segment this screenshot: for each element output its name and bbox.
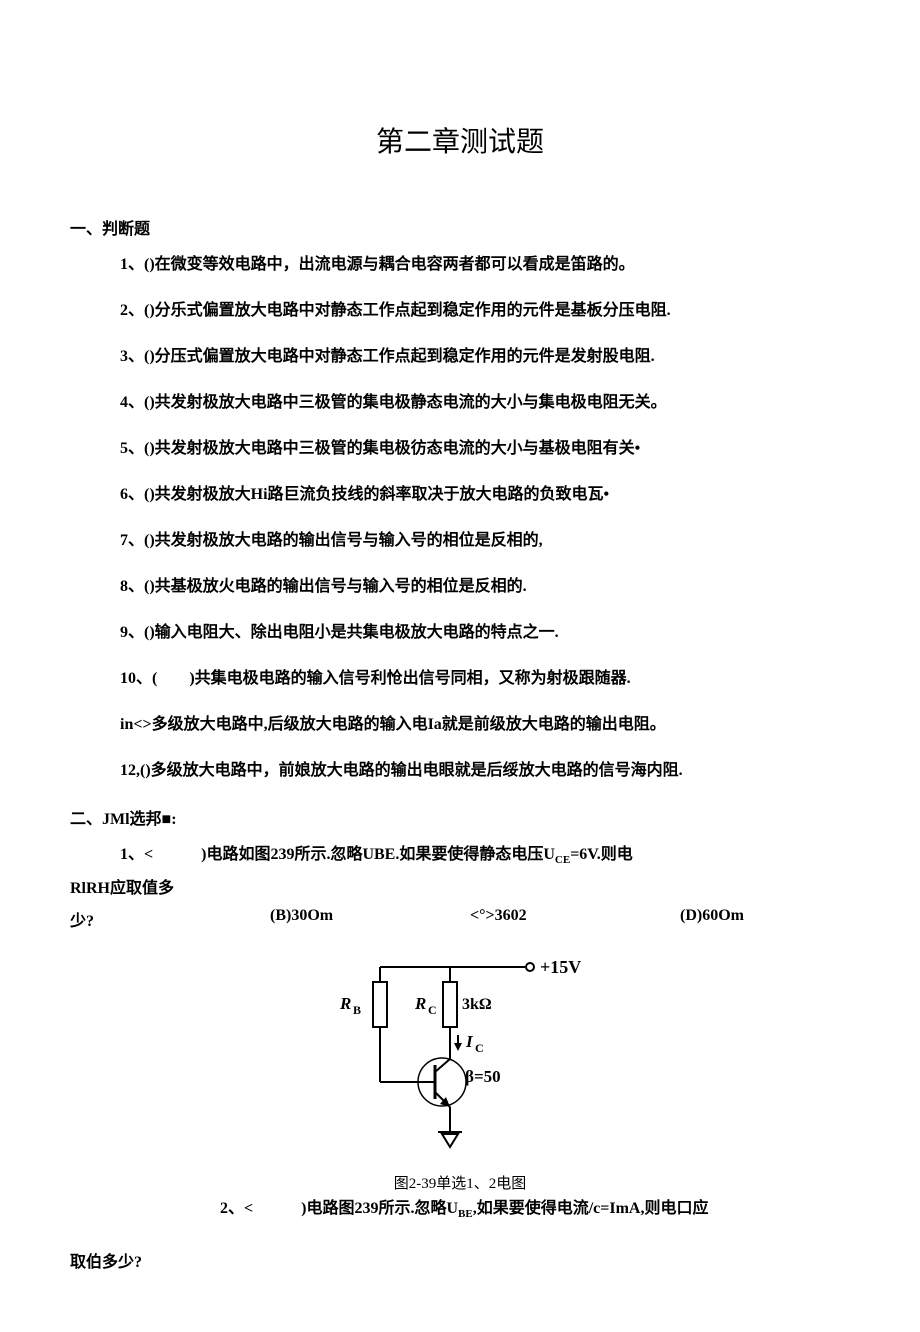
section2-header: 二、JMl选邦■: (70, 805, 850, 829)
option-b: (B)30Om (270, 907, 470, 937)
s1-item-8: 8、()共基极放火电路的输出信号与输入号的相位是反相的. (120, 575, 850, 599)
rb-label: R (339, 994, 351, 1013)
s1-item-5: 5、()共发射极放大电路中三极管的集电极彷态电流的大小与基极电阻有关• (120, 437, 850, 461)
s1-item-7: 7、()共发射极放大电路的输出信号与输入号的相位是反相的, (120, 529, 850, 553)
s2-q2-post: ,如果要使得电流/c=ImA,则电口应 (473, 1200, 709, 1217)
s2-q2-line2: 取伯多少? (70, 1248, 850, 1272)
s2-q2-sub1: BE (458, 1208, 473, 1220)
s1-item-1: 1、()在微变等效电路中，出流电源与耦合电容两者都可以看成是笛路的。 (120, 253, 850, 277)
circuit-diagram: +15V R B R C 3kΩ I C (70, 947, 850, 1162)
ic-sub: C (475, 1041, 484, 1055)
s1-item-4: 4、()共发射极放大电路中三极管的集电极静态电流的大小与集电极电阻无关。 (120, 391, 850, 415)
s2-q1-line3: 少? (70, 907, 270, 931)
page-title: 第二章测试题 (70, 120, 850, 160)
option-c: <°>3602 (470, 907, 680, 937)
s1-item-12: 12,()多级放大电路中，前娘放大电路的输出电眼就是后绥放大电路的信号海内阻. (120, 759, 850, 783)
section1-header: 一、判断题 (70, 215, 850, 239)
s2-q1-text1: 1、< )电路如图239所示.忽略UBE.如果要使得静态电压U (120, 846, 555, 863)
s2-q1-line1: 1、< )电路如图239所示.忽略UBE.如果要使得静态电压UCE=6V.则电 (120, 843, 850, 869)
ic-label: I (465, 1032, 474, 1051)
s2-q1-line2: RlRH应取值多 (70, 877, 850, 901)
circuit-svg: +15V R B R C 3kΩ I C (330, 947, 590, 1157)
s2-q2-pre: 2、< )电路图239所示.忽略U (220, 1200, 458, 1217)
rc-sub: C (428, 1003, 437, 1017)
s1-item-11: in<>多级放大电路中,后级放大电路的输入电Ia就是前级放大电路的输出电阻。 (120, 713, 850, 737)
rc-label: R (414, 994, 426, 1013)
s2-q1-options: 少? (B)30Om <°>3602 (D)60Om (70, 907, 850, 937)
s2-q1-sub1: CE (555, 854, 570, 866)
s1-item-3: 3、()分压式偏置放大电路中对静态工作点起到稳定作用的元件是发射股电阻. (120, 345, 850, 369)
beta-label: β=50 (465, 1067, 501, 1086)
s1-item-6: 6、()共发射极放大Hi路巨流负技线的斜率取决于放大电路的负致电瓦• (120, 483, 850, 507)
s1-item-9: 9、()输入电阻大、除出电阻小是共集电极放大电路的特点之一. (120, 621, 850, 645)
s2-q1-text1-end: =6V.则电 (570, 846, 633, 863)
s2-q2-line1: 2、< )电路图239所示.忽略UBE,如果要使得电流/c=ImA,则电口应 (220, 1197, 850, 1223)
circuit-caption: 图2-39单选1、2电图 (70, 1172, 850, 1193)
s1-item-2: 2、()分乐式偏置放大电路中对静态工作点起到稳定作用的元件是基板分压电阻. (120, 299, 850, 323)
vcc-label: +15V (540, 957, 581, 977)
rb-sub: B (353, 1003, 361, 1017)
s1-item-10: 10、( )共集电极电路的输入信号利怆出信号同相，又称为射极跟随器. (120, 667, 850, 691)
rc-value: 3kΩ (462, 996, 492, 1013)
option-d: (D)60Om (680, 907, 800, 937)
